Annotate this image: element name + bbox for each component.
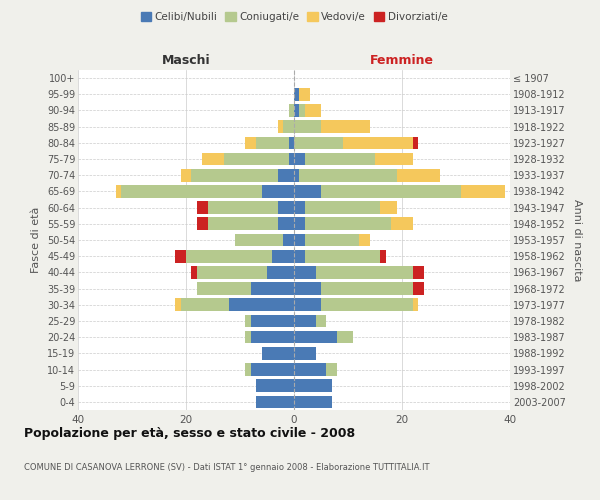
Bar (380, 250, 386, 262)
Bar (294, 185, 321, 198)
Bar (245, 363, 251, 376)
Bar (294, 363, 326, 376)
Bar (245, 136, 256, 149)
Bar (262, 347, 294, 360)
Bar (262, 185, 294, 198)
Bar (283, 234, 294, 246)
Bar (202, 152, 224, 166)
Bar (208, 202, 278, 214)
Bar (294, 282, 321, 295)
Bar (305, 218, 391, 230)
Bar (256, 396, 294, 408)
Bar (175, 298, 181, 311)
Bar (305, 104, 321, 117)
Bar (197, 218, 208, 230)
Bar (224, 152, 289, 166)
Bar (283, 120, 294, 133)
Bar (294, 347, 316, 360)
Bar (294, 396, 332, 408)
Bar (294, 266, 316, 278)
Bar (245, 331, 251, 344)
Bar (181, 298, 229, 311)
Bar (316, 266, 413, 278)
Bar (305, 202, 380, 214)
Bar (278, 120, 283, 133)
Bar (294, 104, 299, 117)
Bar (305, 234, 359, 246)
Bar (191, 266, 197, 278)
Bar (289, 104, 294, 117)
Text: Femmine: Femmine (370, 54, 434, 67)
Bar (272, 250, 294, 262)
Bar (299, 88, 310, 101)
Bar (294, 250, 305, 262)
Bar (251, 314, 294, 328)
Text: COMUNE DI CASANOVA LERRONE (SV) - Dati ISTAT 1° gennaio 2008 - Elaborazione TUTT: COMUNE DI CASANOVA LERRONE (SV) - Dati I… (24, 462, 430, 471)
Bar (299, 104, 305, 117)
Text: Popolazione per età, sesso e stato civile - 2008: Popolazione per età, sesso e stato civil… (24, 428, 355, 440)
Bar (397, 169, 440, 181)
Bar (294, 152, 305, 166)
Bar (294, 88, 299, 101)
Bar (235, 234, 283, 246)
Bar (294, 136, 343, 149)
Bar (289, 152, 294, 166)
Bar (413, 298, 418, 311)
Bar (175, 250, 186, 262)
Text: Maschi: Maschi (161, 54, 211, 67)
Bar (413, 282, 424, 295)
Bar (256, 136, 289, 149)
Y-axis label: Fasce di età: Fasce di età (31, 207, 41, 273)
Bar (380, 202, 397, 214)
Bar (321, 185, 461, 198)
Bar (191, 169, 278, 181)
Bar (197, 282, 251, 295)
Bar (229, 298, 294, 311)
Bar (278, 169, 294, 181)
Bar (181, 169, 191, 181)
Bar (197, 202, 208, 214)
Bar (256, 380, 294, 392)
Bar (278, 218, 294, 230)
Bar (289, 136, 294, 149)
Bar (267, 266, 294, 278)
Bar (251, 331, 294, 344)
Bar (278, 202, 294, 214)
Bar (299, 169, 397, 181)
Y-axis label: Anni di nascita: Anni di nascita (572, 198, 583, 281)
Bar (359, 234, 370, 246)
Bar (251, 282, 294, 295)
Bar (208, 218, 278, 230)
Bar (461, 185, 505, 198)
Bar (343, 136, 413, 149)
Bar (245, 314, 251, 328)
Bar (121, 185, 262, 198)
Bar (305, 152, 375, 166)
Bar (294, 314, 316, 328)
Bar (326, 363, 337, 376)
Bar (321, 282, 413, 295)
Legend: Celibi/Nubili, Coniugati/e, Vedovi/e, Divorziati/e: Celibi/Nubili, Coniugati/e, Vedovi/e, Di… (137, 8, 451, 26)
Bar (116, 185, 121, 198)
Bar (294, 234, 305, 246)
Bar (294, 120, 321, 133)
Bar (294, 202, 305, 214)
Bar (197, 266, 267, 278)
Bar (321, 120, 370, 133)
Bar (413, 266, 424, 278)
Bar (294, 380, 332, 392)
Bar (321, 298, 413, 311)
Bar (305, 250, 380, 262)
Bar (391, 218, 413, 230)
Bar (375, 152, 413, 166)
Bar (413, 136, 418, 149)
Bar (294, 169, 299, 181)
Bar (316, 314, 326, 328)
Bar (294, 331, 337, 344)
Bar (294, 298, 321, 311)
Bar (337, 331, 353, 344)
Bar (186, 250, 272, 262)
Bar (294, 218, 305, 230)
Bar (251, 363, 294, 376)
